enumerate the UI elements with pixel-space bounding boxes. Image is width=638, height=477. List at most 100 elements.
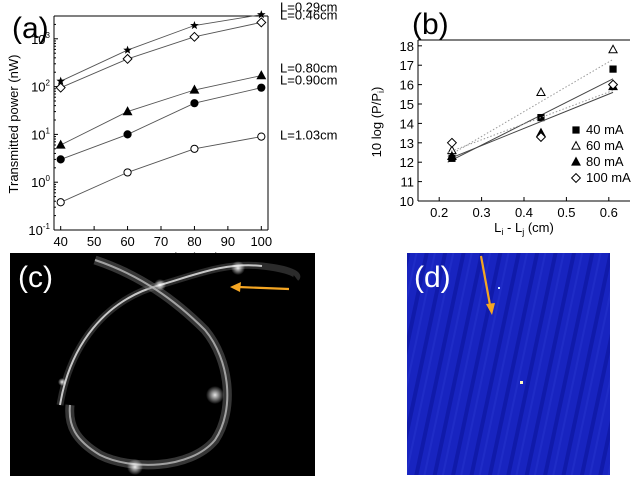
chart-a-data-point [56,198,65,207]
chart-a-series-line [60,87,262,160]
panel-d-shade [407,253,610,475]
chart-a: 40 50 60 70 80 90 10010-1100101102103L=0.29cmL… [6,0,337,265]
chart-b-legend-label: 100 mA [586,170,631,185]
chart-a-data-point [55,139,66,149]
glow-spot [206,386,224,404]
bright-spot [520,381,523,384]
arrow-shaft-c [237,285,290,291]
fiber-strand [59,264,263,406]
chart-a-ytick-label: 10-1 [28,222,50,238]
chart-b-data-point [608,44,618,54]
arrowhead-d [486,303,495,315]
chart-b-data-point [446,150,457,160]
panel-label-a: (a) [12,12,49,45]
chart-b-xtick-label: 0.6 [600,205,618,220]
chart-b-ytick-label: 10 [400,194,414,209]
chart-b-fit-line [447,91,614,160]
chart-a-data-point [256,70,267,80]
chart-b-ytick-label: 12 [400,155,414,170]
chart-a-data-point [123,45,132,54]
chart-a-data-point [123,130,132,139]
fiber-loop [68,259,229,466]
chart-b-legend-marker [571,156,581,166]
chart-a-series-line [60,21,262,89]
chart-b-fit-line [447,58,614,157]
chart-b-legend-marker [570,172,582,184]
chart-a-xtick-label: 60 [120,234,134,249]
chart-b-legend-marker [572,126,580,134]
glow-spot [154,279,166,291]
glow-spot [58,378,66,386]
panel-d-image: (d) [407,253,610,475]
chart-a-data-point [190,144,199,153]
chart-a-data-point [189,31,200,42]
chart-a-data-point [257,83,266,92]
chart-a-data-point [123,168,132,177]
chart-b-ytick-label: 13 [400,136,414,151]
panel-label-b: (b) [412,8,449,41]
chart-b-ytick-label: 18 [400,39,414,54]
panel-label-d: (d) [414,261,451,294]
chart-b-xtick-label: 0.5 [557,205,575,220]
chart-a-series-label: L=0.90cm [280,73,337,88]
chart-a-series-line [60,75,262,146]
chart-a-xtick-label: 100 [250,234,272,249]
chart-a-ytick-label: 103 [31,31,50,47]
chart-a-series-label: L=0.46cm [280,7,337,22]
chart-b-data-point [446,137,458,148]
chart-a-data-point [56,155,65,164]
chart-b-legend-label: 60 mA [586,138,624,153]
chart-b-ylabel: 10 log (P/Pi) [369,87,386,158]
panel-label-c: (c) [18,261,53,294]
chart-a-data-point [122,53,133,64]
chart-a-data-point [257,132,266,141]
chart-b-data-point [609,65,617,73]
chart-b-legend-marker [571,140,581,150]
chart-a-series-label: L=0.80cm [280,61,337,76]
panel-c-image: (c) [10,253,315,476]
chart-b-ytick-label: 15 [400,97,414,112]
chart-a-xtick-label: 90 [221,234,235,249]
chart-a-data-point [190,99,199,108]
chart-a-series-label: L=0.29cm [280,0,337,15]
chart-a-data-point [122,106,133,116]
chart-a-ytick-label: 102 [31,79,50,95]
chart-b-data-point [535,131,547,143]
glow-spot [127,459,143,475]
chart-b-data-point [537,113,545,122]
chart-a-ylabel: Transmitted power (nW) [6,55,21,194]
chart-a-data-point [256,17,267,28]
arrow-shaft-d [479,255,492,306]
chart-a-data-point [189,84,200,94]
chart-a-series-line [60,136,262,203]
chart-a-ytick-label: 100 [31,174,50,190]
chart-a-xtick-label: 40 [53,234,67,249]
chart-b-xtick-label: 0.4 [515,205,533,220]
chart-a-data-point [190,20,199,30]
chart-b: 0.2 0.3 0.4 0.5 0.6 10 11 12 13 14 15 16 17 18 40 mA60… [369,39,631,237]
chart-b-xtick-label: 0.3 [473,205,491,220]
chart-b-data-point [607,79,619,90]
chart-b-ytick-label: 11 [401,175,415,190]
chart-b-xtick-label: 0.2 [430,205,448,220]
chart-a-ytick-label: 101 [31,126,50,142]
chart-a-data-point [257,10,266,19]
chart-a-series-line [60,14,262,82]
chart-a-series-label: L=1.03cm [280,128,337,143]
chart-a-xtick-label: 80 [187,234,201,249]
chart-b-legend-label: 80 mA [586,154,624,169]
chart-b-data-point [536,86,546,96]
glow-spot [231,261,245,275]
chart-b-ytick-label: 16 [400,78,414,93]
chart-b-fit-line [447,89,614,153]
chart-a-data-point [56,76,65,85]
chart-a-xtick-label: 70 [154,234,168,249]
chart-b-xlabel: Li - Lj (cm) [494,220,554,237]
panel-d-background [407,253,610,475]
chart-a-data-point [55,82,66,93]
chart-b-ytick-label: 17 [400,58,414,73]
arrowhead-c [230,282,241,292]
bright-spot [498,287,500,289]
chart-a-xtick-label: 50 [87,234,101,249]
